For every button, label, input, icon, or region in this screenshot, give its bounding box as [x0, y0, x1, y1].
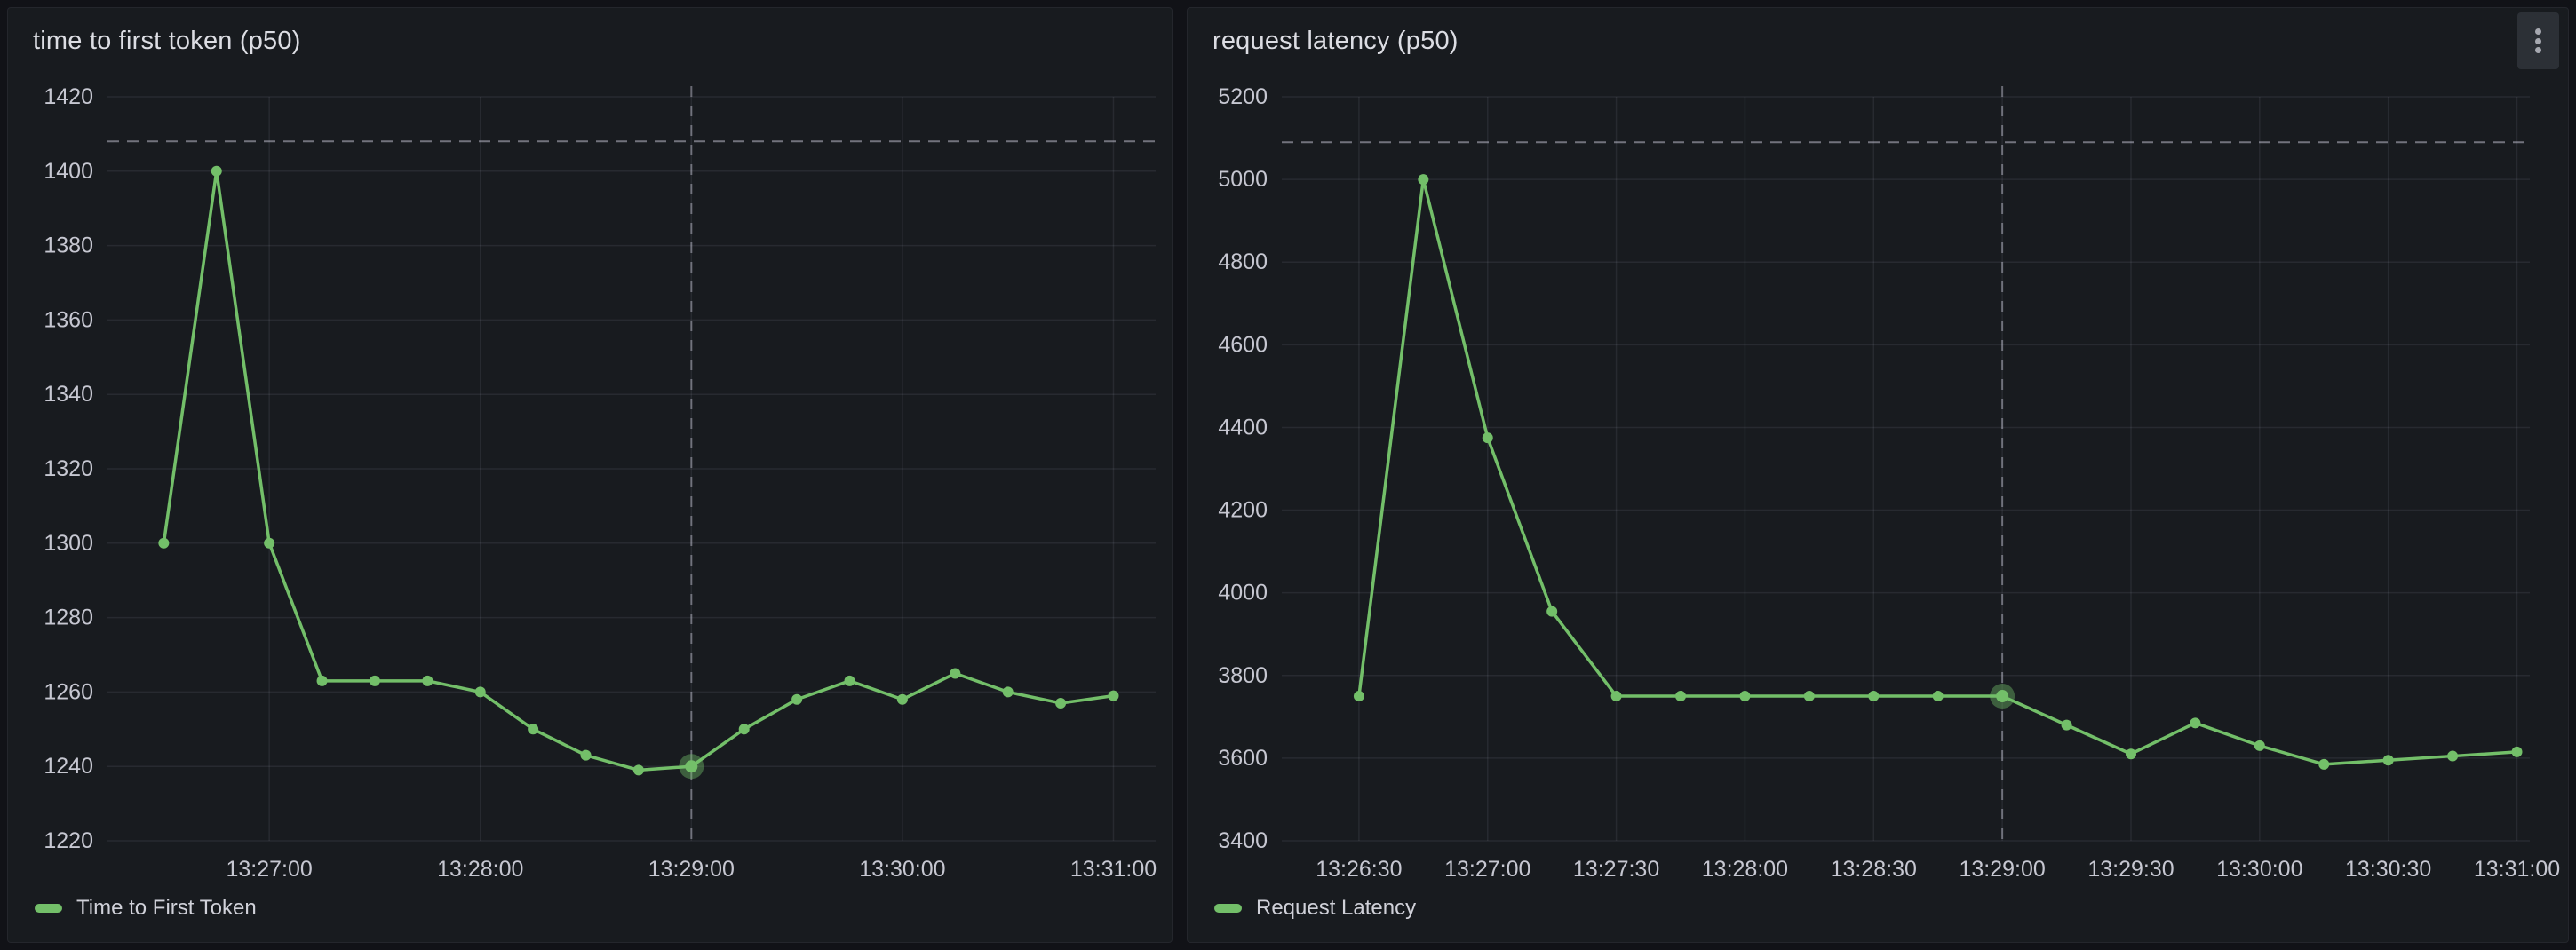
data-point[interactable] [1932, 691, 1944, 702]
data-point[interactable] [158, 537, 170, 549]
series-color-marker-icon [35, 904, 62, 913]
x-tick-label: 13:30:00 [2216, 857, 2302, 882]
y-tick-label: 4600 [1218, 332, 1268, 357]
y-tick-label: 1220 [44, 828, 93, 853]
y-tick-label: 1380 [44, 234, 93, 258]
data-point[interactable] [1739, 691, 1751, 702]
y-tick-label: 1420 [44, 84, 93, 109]
data-point[interactable] [211, 165, 222, 177]
data-point[interactable] [1108, 690, 1119, 701]
data-point[interactable] [1055, 697, 1067, 709]
series-line [162, 170, 1116, 772]
y-tick-label: 4400 [1218, 415, 1268, 439]
legend-item[interactable]: Request Latency [1214, 896, 1416, 921]
legend: Request Latency [1214, 896, 1416, 921]
data-point[interactable] [528, 724, 539, 735]
x-tick-label: 13:27:00 [226, 857, 312, 882]
kebab-menu-icon [2535, 26, 2541, 57]
data-point[interactable] [580, 749, 592, 761]
data-point[interactable] [1482, 432, 1493, 444]
latency-chart[interactable]: 5200 5000 4800 4600 4400 4200 4000 3800 3600 3400… [1188, 8, 2569, 943]
data-point[interactable] [2447, 750, 2459, 762]
data-point[interactable] [1353, 691, 1364, 702]
x-tick-label: 13:27:30 [1573, 857, 1659, 882]
y-tick-label: 1300 [44, 531, 93, 556]
data-point[interactable] [632, 764, 644, 776]
data-point[interactable] [738, 724, 750, 735]
data-point[interactable] [1002, 686, 1014, 698]
y-tick-label: 1340 [44, 382, 93, 407]
y-tick-label: 1240 [44, 754, 93, 779]
y-tick-label: 3800 [1218, 663, 1268, 688]
x-tick-label: 13:27:00 [1444, 857, 1530, 882]
panel-title[interactable]: time to first token (p50) [33, 26, 301, 55]
series-color-marker-icon [1214, 904, 1242, 913]
data-point[interactable] [1868, 691, 1880, 702]
data-point[interactable] [474, 686, 486, 698]
legend-label: Time to First Token [76, 896, 257, 920]
data-point[interactable] [2125, 748, 2136, 760]
panel-header: request latency (p50) [1188, 15, 2506, 67]
y-tick-label: 5000 [1218, 167, 1268, 192]
y-tick-label: 4200 [1218, 498, 1268, 523]
data-point[interactable] [2061, 719, 2072, 731]
data-point[interactable] [2382, 755, 2394, 766]
ttft-chart[interactable]: 1420 1400 1380 1360 1340 1320 1300 1280 1260 1240… [8, 8, 1173, 943]
data-point[interactable] [1610, 691, 1622, 702]
y-tick-label: 4800 [1218, 249, 1268, 274]
data-point[interactable] [316, 675, 328, 686]
data-point[interactable] [950, 668, 961, 679]
x-tick-label: 13:29:30 [2087, 857, 2174, 882]
y-tick-label: 3600 [1218, 746, 1268, 771]
y-tick-label: 4000 [1218, 581, 1268, 606]
y-tick-label: 1260 [44, 679, 93, 704]
data-point[interactable] [896, 693, 908, 705]
data-point[interactable] [1675, 691, 1687, 702]
data-point[interactable] [844, 675, 855, 686]
data-point[interactable] [1546, 606, 1558, 617]
y-tick-label: 1280 [44, 606, 93, 630]
panel-time-to-first-token: 1420 1400 1380 1360 1340 1320 1300 1280 1260 1240… [7, 7, 1173, 943]
y-tick-label: 3400 [1218, 828, 1268, 853]
data-point[interactable] [2318, 758, 2330, 770]
data-point[interactable] [791, 693, 803, 705]
x-tick-label: 13:29:00 [648, 857, 735, 882]
x-tick-label: 13:30:30 [2345, 857, 2431, 882]
highlighted-point[interactable] [685, 760, 698, 773]
data-point[interactable] [2511, 746, 2523, 757]
data-point[interactable] [1418, 174, 1429, 186]
panel-menu-button[interactable] [2517, 12, 2559, 69]
data-point[interactable] [2254, 740, 2265, 751]
y-tick-label: 1320 [44, 456, 93, 481]
legend-label: Request Latency [1256, 896, 1417, 920]
x-tick-label: 13:31:00 [1070, 857, 1157, 882]
series-line [1357, 178, 2519, 766]
panel-title[interactable]: request latency (p50) [1212, 26, 1459, 55]
x-tick-label: 13:28:00 [437, 857, 523, 882]
panel-header: time to first token (p50) [8, 15, 1109, 67]
x-tick-label: 13:30:00 [859, 857, 945, 882]
y-tick-label: 1360 [44, 307, 93, 332]
legend: Time to First Token [35, 896, 257, 921]
panel-request-latency: 5200 5000 4800 4600 4400 4200 4000 3800 3600 3400… [1187, 7, 2569, 943]
y-tick-label: 5200 [1218, 84, 1268, 109]
x-tick-label: 13:28:00 [1702, 857, 1788, 882]
legend-item[interactable]: Time to First Token [35, 896, 257, 921]
data-point[interactable] [2190, 717, 2201, 729]
x-tick-label: 13:29:00 [1959, 857, 2045, 882]
y-tick-label: 1400 [44, 159, 93, 184]
x-tick-label: 13:31:00 [2474, 857, 2560, 882]
data-point[interactable] [422, 675, 433, 686]
x-tick-label: 13:28:30 [1831, 857, 1917, 882]
data-point[interactable] [369, 675, 380, 686]
highlighted-point[interactable] [1996, 690, 2009, 703]
data-point[interactable] [264, 537, 275, 549]
x-tick-label: 13:26:30 [1316, 857, 1402, 882]
data-point[interactable] [1803, 691, 1815, 702]
